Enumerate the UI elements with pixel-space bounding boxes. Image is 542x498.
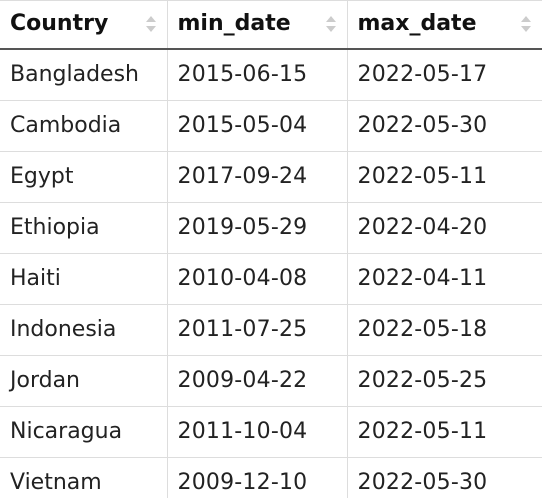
table-row: Jordan 2009-04-22 2022-05-25	[0, 355, 542, 407]
header-row: Country min_date max_date	[0, 0, 542, 50]
cell-min-date: 2015-05-04	[167, 100, 348, 152]
cell-max-date: 2022-05-11	[347, 406, 542, 458]
sort-updown-icon[interactable]	[145, 15, 157, 33]
table-body: Bangladesh 2015-06-15 2022-05-17 Cambodi…	[0, 48, 542, 498]
column-header-max-date[interactable]: max_date	[347, 0, 542, 50]
cell-min-date: 2019-05-29	[167, 202, 348, 254]
cell-min-date: 2009-12-10	[167, 457, 348, 498]
cell-max-date: 2022-04-11	[347, 253, 542, 305]
table-row: Egypt 2017-09-24 2022-05-11	[0, 151, 542, 203]
cell-country: Vietnam	[0, 457, 168, 498]
table-row: Cambodia 2015-05-04 2022-05-30	[0, 100, 542, 152]
table-row: Haiti 2010-04-08 2022-04-11	[0, 253, 542, 305]
cell-max-date: 2022-05-11	[347, 151, 542, 203]
cell-max-date: 2022-05-17	[347, 48, 542, 101]
cell-min-date: 2011-07-25	[167, 304, 348, 356]
cell-max-date: 2022-05-30	[347, 457, 542, 498]
cell-max-date: 2022-05-18	[347, 304, 542, 356]
table-row: Indonesia 2011-07-25 2022-05-18	[0, 304, 542, 356]
table-row: Nicaragua 2011-10-04 2022-05-11	[0, 406, 542, 458]
cell-max-date: 2022-05-30	[347, 100, 542, 152]
cell-country: Indonesia	[0, 304, 168, 356]
cell-min-date: 2010-04-08	[167, 253, 348, 305]
table-row: Vietnam 2009-12-10 2022-05-30	[0, 457, 542, 498]
cell-country: Jordan	[0, 355, 168, 407]
column-header-label: max_date	[357, 11, 477, 37]
cell-min-date: 2017-09-24	[167, 151, 348, 203]
column-header-country[interactable]: Country	[0, 0, 168, 50]
cell-min-date: 2009-04-22	[167, 355, 348, 407]
cell-country: Nicaragua	[0, 406, 168, 458]
cell-country: Haiti	[0, 253, 168, 305]
cell-min-date: 2011-10-04	[167, 406, 348, 458]
table-row: Bangladesh 2015-06-15 2022-05-17	[0, 48, 542, 101]
cell-country: Ethiopia	[0, 202, 168, 254]
column-header-label: Country	[10, 11, 109, 37]
sort-updown-icon[interactable]	[325, 15, 337, 33]
table-row: Ethiopia 2019-05-29 2022-04-20	[0, 202, 542, 254]
table-header: Country min_date max_date	[0, 0, 542, 50]
cell-max-date: 2022-05-25	[347, 355, 542, 407]
sort-updown-icon[interactable]	[520, 15, 532, 33]
cell-min-date: 2015-06-15	[167, 48, 348, 101]
cell-country: Cambodia	[0, 100, 168, 152]
cell-max-date: 2022-04-20	[347, 202, 542, 254]
cell-country: Egypt	[0, 151, 168, 203]
column-header-min-date[interactable]: min_date	[167, 0, 348, 50]
cell-country: Bangladesh	[0, 48, 168, 101]
column-header-label: min_date	[177, 11, 291, 37]
